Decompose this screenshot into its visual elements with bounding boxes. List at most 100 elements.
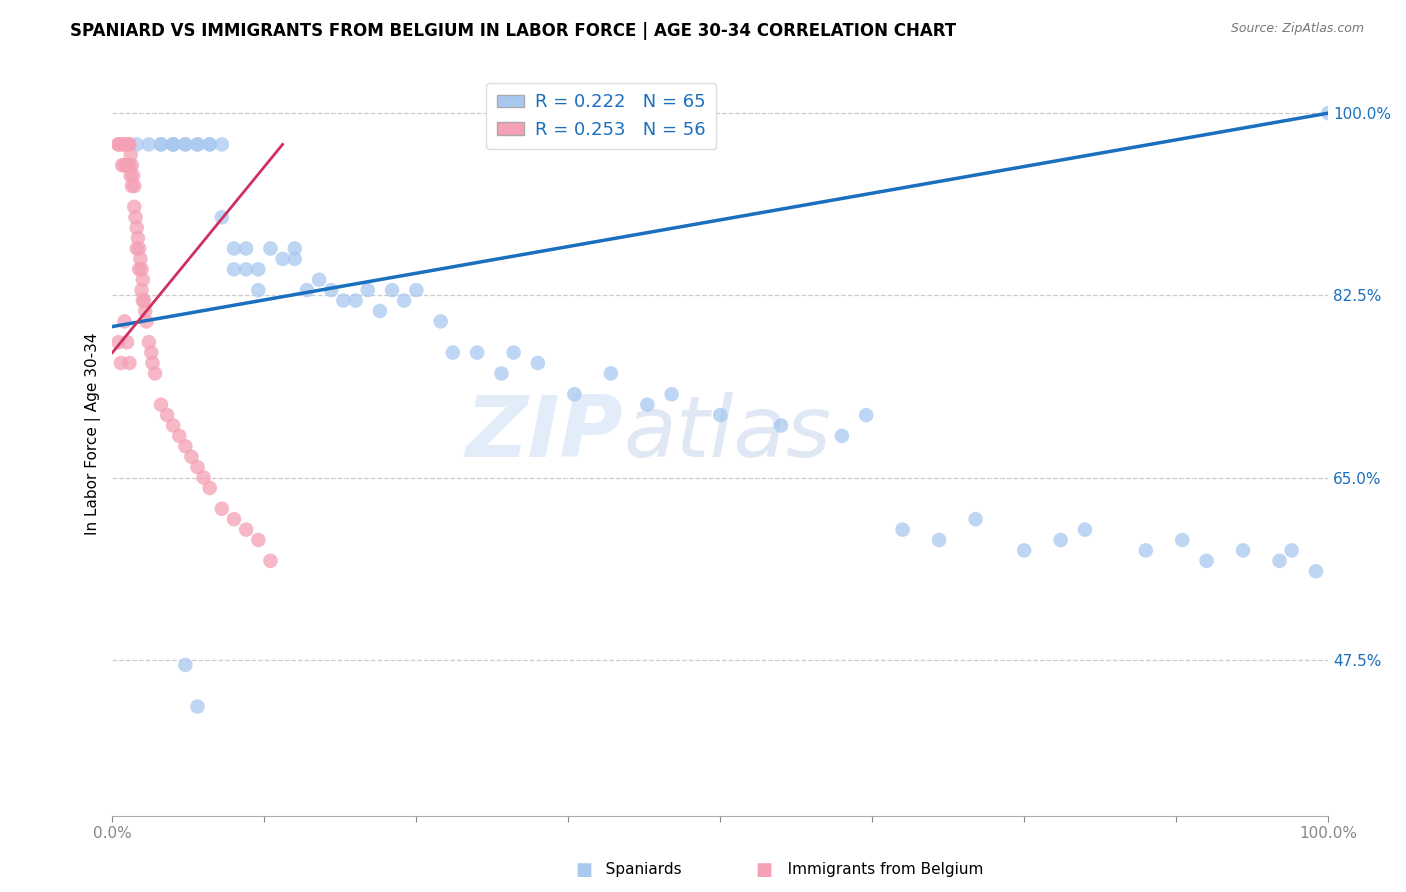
Y-axis label: In Labor Force | Age 30-34: In Labor Force | Age 30-34 xyxy=(86,332,101,534)
Point xyxy=(222,262,245,277)
Point xyxy=(211,211,233,225)
Point xyxy=(491,367,513,381)
Point xyxy=(1049,533,1071,547)
Point xyxy=(1135,543,1157,558)
Point xyxy=(138,335,160,350)
Point xyxy=(111,158,134,172)
Point xyxy=(186,137,208,152)
Point xyxy=(284,242,307,256)
Point xyxy=(121,179,143,194)
Point xyxy=(134,304,156,318)
Point xyxy=(344,293,367,308)
Point xyxy=(162,137,184,152)
Point xyxy=(770,418,793,433)
Text: ■: ■ xyxy=(755,861,772,879)
Text: SPANIARD VS IMMIGRANTS FROM BELGIUM IN LABOR FORCE | AGE 30-34 CORRELATION CHART: SPANIARD VS IMMIGRANTS FROM BELGIUM IN L… xyxy=(70,22,956,40)
Point xyxy=(1305,564,1327,578)
Point xyxy=(118,356,141,370)
Point xyxy=(115,158,138,172)
Point xyxy=(441,345,464,359)
Point xyxy=(1281,543,1303,558)
Point xyxy=(965,512,987,526)
Point xyxy=(141,356,163,370)
Point xyxy=(156,408,179,422)
Point xyxy=(107,137,129,152)
Point xyxy=(124,179,146,194)
Point xyxy=(429,314,451,328)
Text: Source: ZipAtlas.com: Source: ZipAtlas.com xyxy=(1230,22,1364,36)
Point xyxy=(321,283,343,297)
Point xyxy=(132,293,155,308)
Point xyxy=(128,242,150,256)
Point xyxy=(132,273,155,287)
Point xyxy=(198,137,221,152)
Point xyxy=(271,252,294,266)
Point xyxy=(121,158,143,172)
Point xyxy=(174,137,197,152)
Point xyxy=(186,460,208,475)
Point xyxy=(381,283,404,297)
Point xyxy=(118,137,141,152)
Point xyxy=(115,137,138,152)
Point xyxy=(125,242,148,256)
Point xyxy=(1171,533,1194,547)
Point xyxy=(162,418,184,433)
Point xyxy=(599,367,621,381)
Text: Spaniards: Spaniards xyxy=(591,863,681,877)
Point xyxy=(247,283,270,297)
Point xyxy=(169,429,191,443)
Point xyxy=(110,356,132,370)
Point xyxy=(120,148,142,162)
Point xyxy=(928,533,950,547)
Point xyxy=(855,408,877,422)
Point xyxy=(661,387,683,401)
Point xyxy=(831,429,853,443)
Point xyxy=(141,345,163,359)
Point xyxy=(180,450,202,464)
Point xyxy=(125,220,148,235)
Point xyxy=(117,137,139,152)
Point xyxy=(211,501,233,516)
Point xyxy=(368,304,391,318)
Point xyxy=(111,137,134,152)
Point xyxy=(125,137,148,152)
Point xyxy=(357,283,380,297)
Point xyxy=(114,314,136,328)
Point xyxy=(186,137,208,152)
Point xyxy=(235,242,257,256)
Point xyxy=(114,158,136,172)
Point xyxy=(247,533,270,547)
Point xyxy=(128,262,150,277)
Point xyxy=(122,169,145,183)
Point xyxy=(150,137,173,152)
Point xyxy=(131,283,153,297)
Point xyxy=(143,367,166,381)
Point xyxy=(124,211,146,225)
Point xyxy=(891,523,914,537)
Point xyxy=(405,283,427,297)
Point xyxy=(709,408,731,422)
Point xyxy=(1074,523,1097,537)
Point xyxy=(1268,554,1291,568)
Point xyxy=(295,283,318,297)
Point xyxy=(114,137,136,152)
Point xyxy=(174,137,197,152)
Text: Immigrants from Belgium: Immigrants from Belgium xyxy=(773,863,984,877)
Point xyxy=(211,137,233,152)
Point xyxy=(186,699,208,714)
Point xyxy=(284,252,307,266)
Point xyxy=(198,137,221,152)
Point xyxy=(1195,554,1218,568)
Point xyxy=(392,293,415,308)
Point xyxy=(131,262,153,277)
Point xyxy=(259,554,281,568)
Point xyxy=(465,345,488,359)
Point xyxy=(162,137,184,152)
Point xyxy=(150,137,173,152)
Point xyxy=(150,398,173,412)
Point xyxy=(107,137,129,152)
Legend: R = 0.222   N = 65, R = 0.253   N = 56: R = 0.222 N = 65, R = 0.253 N = 56 xyxy=(486,83,717,149)
Point xyxy=(222,512,245,526)
Text: ZIP: ZIP xyxy=(465,392,623,475)
Point xyxy=(138,137,160,152)
